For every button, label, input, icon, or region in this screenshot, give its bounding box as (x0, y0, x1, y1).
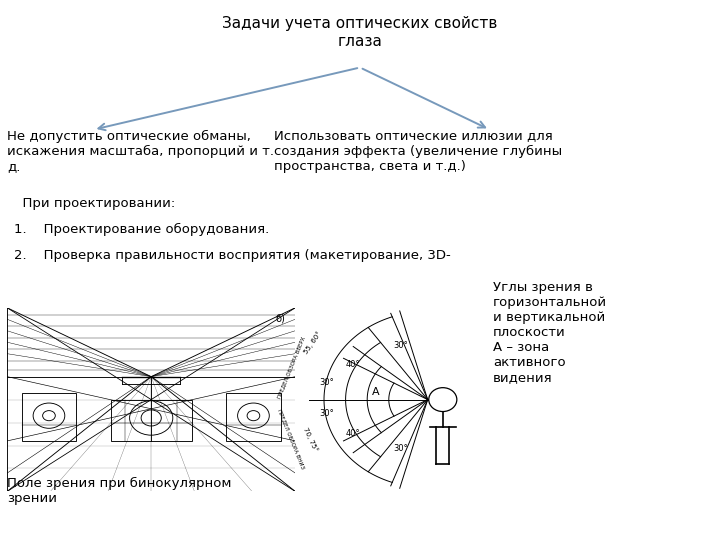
Text: 40°: 40° (346, 429, 360, 438)
Text: А: А (372, 387, 379, 397)
Text: Задачи учета оптических свойств
глаза: Задачи учета оптических свойств глаза (222, 16, 498, 49)
Text: б): б) (275, 314, 285, 323)
Text: 70, 75°: 70, 75° (302, 426, 320, 452)
Bar (111, 400, 192, 441)
Text: Использовать оптические иллюзии для
создания эффекта (увеличение глубины
простра: Использовать оптические иллюзии для созд… (274, 130, 562, 173)
Text: 1.    Проектирование оборудования.: 1. Проектирование оборудования. (14, 223, 270, 236)
Text: 30°: 30° (320, 409, 334, 418)
Text: При проектировании:: При проектировании: (14, 197, 176, 210)
Text: 30°: 30° (393, 341, 408, 350)
Text: ПРЕДЕЛ ОБЗОРА ВВЕРХ: ПРЕДЕЛ ОБЗОРА ВВЕРХ (276, 335, 306, 399)
Text: 2.    Проверка правильности восприятия (макетирование, 3D-: 2. Проверка правильности восприятия (мак… (14, 249, 451, 262)
Text: Углы зрения в
горизонтальной
и вертикальной
плоскости
А – зона
активного
видения: Углы зрения в горизонтальной и вертикаль… (493, 281, 608, 384)
Text: 55, 60°: 55, 60° (302, 330, 323, 355)
Text: 30°: 30° (393, 444, 408, 453)
Bar (22, 393, 76, 441)
Text: Поле зрения при бинокулярном
зрении: Поле зрения при бинокулярном зрении (7, 477, 232, 505)
Text: 40°: 40° (346, 360, 360, 369)
Bar (226, 393, 281, 441)
Text: Не допустить оптические обманы,
искажения масштаба, пропорций и т.
д.: Не допустить оптические обманы, искажени… (7, 130, 274, 173)
Text: ПРЕДЕЛ ОБЗОРА ВНИЗ: ПРЕДЕЛ ОБЗОРА ВНИЗ (276, 408, 305, 469)
Text: 30°: 30° (320, 378, 334, 387)
